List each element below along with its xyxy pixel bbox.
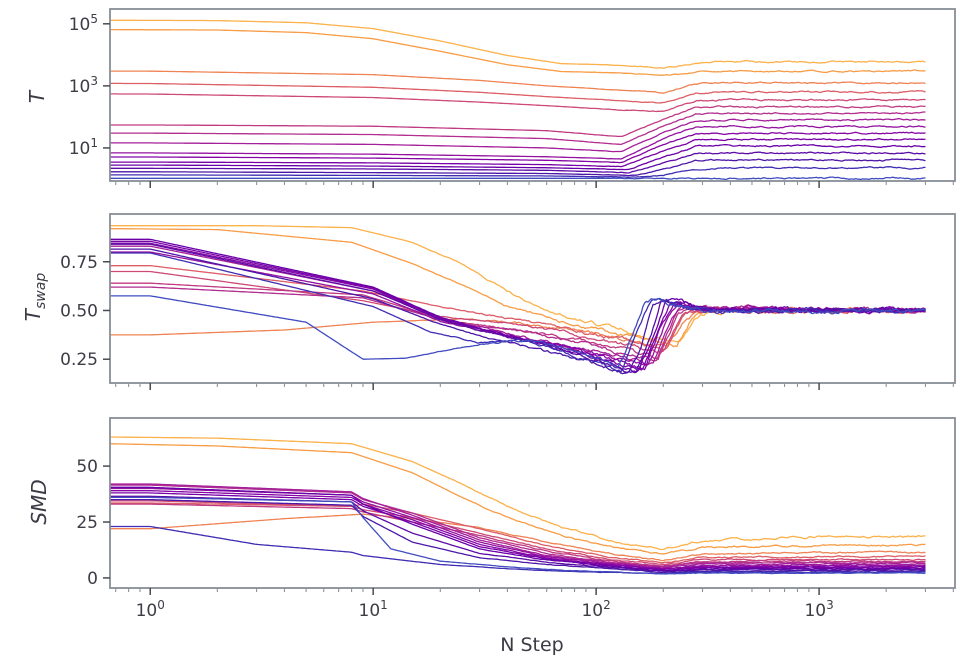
y-tick-label: 50 [76, 457, 98, 477]
series-line-replica-12 [110, 82, 926, 104]
series-line-replica-5 [110, 492, 926, 571]
y-tick-label: 103 [69, 74, 98, 97]
plot-frame [109, 417, 956, 589]
series-line-replica-3 [110, 151, 926, 174]
y-axis-label-Tswap: Tswap [21, 273, 49, 322]
series-line-replica-6 [110, 131, 926, 164]
x-tick-label: 103 [804, 598, 833, 621]
series-line-replica-13 [110, 306, 926, 347]
tswap-main: T [21, 307, 45, 321]
series-line-replica-9 [110, 484, 926, 568]
series-line-replica-13 [110, 70, 926, 94]
series-layer [110, 436, 926, 575]
series-line-replica-13 [110, 513, 926, 562]
y-tick-label: 101 [69, 136, 98, 159]
series-line-replica-2 [110, 158, 926, 177]
plots-layer: 101 103 105 0.25 0.50 0.75 100 101 102 103 0 25 50 [60, 8, 956, 621]
series-line-replica-15 [110, 436, 926, 551]
series-line-replica-8 [110, 483, 926, 568]
series-line-replica-9 [110, 111, 926, 146]
series-line-replica-14 [110, 443, 926, 555]
series-line-replica-10 [110, 105, 926, 138]
series-line-replica-11 [110, 93, 926, 113]
x-tick-label: 101 [359, 598, 388, 621]
y-tick-label: 0 [87, 569, 98, 589]
series-layer [110, 19, 926, 181]
series-line-replica-1 [110, 525, 926, 575]
subplot-T: 101 103 105 [69, 8, 956, 188]
series-line-replica-8 [110, 118, 926, 153]
x-axis-label: N Step [500, 634, 564, 656]
y-tick-label: 25 [76, 513, 98, 533]
y-tick-label: 105 [69, 12, 98, 35]
series-line-replica-7 [110, 124, 926, 160]
series-line-replica-2 [110, 498, 926, 574]
subplot-SMD: 100 101 102 103 0 25 50 [76, 417, 956, 621]
series-line-replica-1 [110, 166, 926, 178]
y-tick-label: 0.50 [60, 301, 98, 321]
x-tick-label: 102 [581, 598, 610, 621]
y-axis-label-SMD: SMD [27, 479, 51, 524]
subplot-Tswap: 0.25 0.50 0.75 [60, 213, 956, 390]
plot-frame [109, 213, 956, 384]
series-line-replica-14 [110, 28, 926, 76]
series-line-replica-10 [110, 503, 926, 567]
y-axis-label-T: T [25, 89, 49, 103]
series-line-replica-12 [110, 502, 926, 564]
series-line-replica-4 [110, 143, 926, 171]
series-line-replica-0 [110, 496, 926, 575]
series-layer [110, 225, 926, 375]
y-tick-label: 0.25 [60, 350, 98, 370]
series-line-replica-1 [110, 252, 926, 373]
tswap-sub: swap [33, 273, 49, 309]
series-line-replica-8 [110, 245, 926, 366]
y-tick-label: 0.75 [60, 253, 98, 273]
series-line-replica-11 [110, 500, 926, 566]
series-line-replica-0 [110, 176, 926, 181]
series-line-replica-10 [110, 282, 926, 361]
series-line-replica-2 [110, 248, 926, 375]
x-tick-label: 100 [136, 598, 165, 621]
series-line-replica-0 [110, 295, 926, 368]
plot-frame [109, 8, 956, 182]
series-line-replica-5 [110, 137, 926, 168]
series-line-replica-6 [110, 490, 926, 570]
series-line-replica-4 [110, 486, 926, 572]
series-line-replica-15 [110, 19, 926, 69]
